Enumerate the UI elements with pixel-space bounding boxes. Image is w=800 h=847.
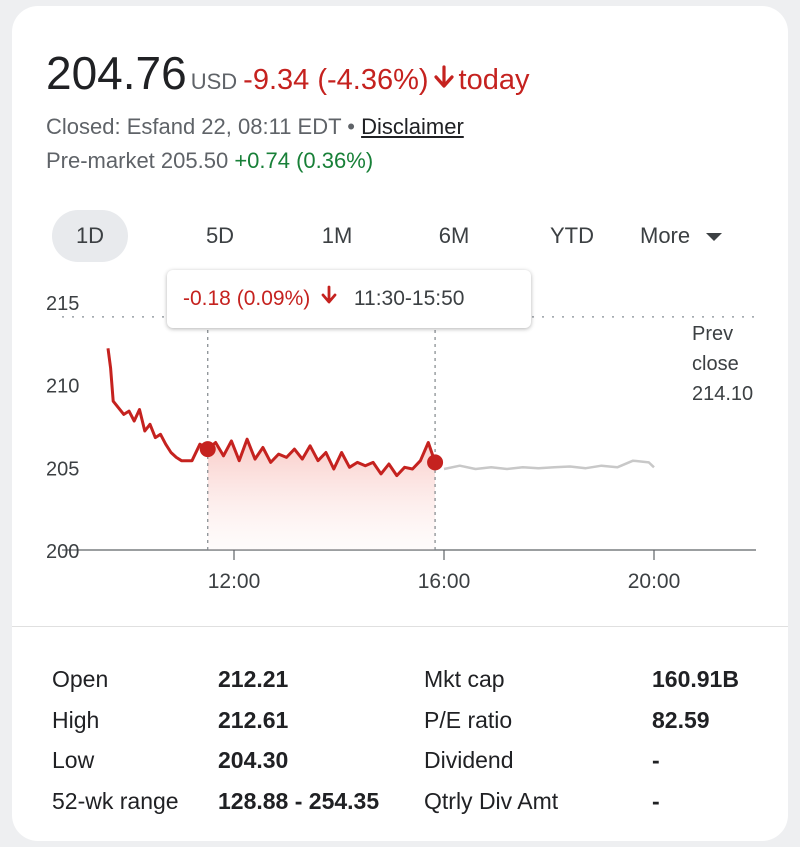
stat-value-52wk-range: 128.88 - 254.35 xyxy=(218,787,380,814)
tooltip-time-range: 11:30-15:50 xyxy=(353,287,465,310)
prev-close-label: close xyxy=(692,353,739,375)
stat-value-pe-ratio: 82.59 xyxy=(652,706,710,733)
stock-card: 204.76 USD -9.34 (-4.36%) today Closed: Esf… xyxy=(12,6,788,841)
stat-label-open: Open xyxy=(52,666,109,692)
range-tooltip: -0.18 (0.09%) 11:30-15:50 xyxy=(167,270,531,328)
stats-table: Open 212.21 Mkt cap 160.91B High 212.61 … xyxy=(52,666,772,828)
arrow-down-icon xyxy=(433,65,455,94)
current-price: 204.76 xyxy=(46,47,187,99)
stats-row: Low 204.30 Dividend - xyxy=(52,747,772,788)
stat-label-qtrly-div: Qtrly Div Amt xyxy=(424,787,559,814)
tab-more-label: More xyxy=(640,223,691,248)
stats-row: High 212.61 P/E ratio 82.59 xyxy=(52,707,772,748)
tab-1m[interactable]: 1M xyxy=(321,223,353,248)
x-tick-label: 16:00 xyxy=(418,570,471,593)
y-tick-label: 200 xyxy=(46,541,79,563)
tab-ytd[interactable]: YTD xyxy=(550,223,594,248)
range-marker-dot xyxy=(199,441,216,458)
y-tick-label: 205 xyxy=(46,458,79,480)
stat-value-high: 212.61 xyxy=(218,706,289,733)
tab-more[interactable]: More xyxy=(640,210,723,262)
stat-label-mkt-cap: Mkt cap xyxy=(424,666,505,692)
price-chart[interactable]: 200 205 210 215 12:00 16:00 20:00 Prev close 214.… xyxy=(12,266,788,616)
tab-6m[interactable]: 6M xyxy=(438,223,470,248)
stat-value-qtrly-div: - xyxy=(652,787,660,814)
tooltip-change: -0.18 (0.09%) xyxy=(183,287,311,310)
tooltip-arrow-down-icon xyxy=(320,270,338,328)
x-tick-label: 20:00 xyxy=(628,570,681,593)
range-tabs: 1D 5D 1M 6M YTD More xyxy=(52,210,752,262)
tab-1d[interactable]: 1D xyxy=(52,210,128,262)
premarket-label: Pre-market 205.50 xyxy=(46,148,229,173)
currency-label: USD xyxy=(190,69,238,94)
divider xyxy=(12,626,788,627)
stat-label-low: Low xyxy=(52,747,95,773)
stat-value-low: 204.30 xyxy=(218,747,289,773)
range-marker-dot xyxy=(427,454,444,471)
regular-session-line xyxy=(106,348,442,478)
price-change: -9.34 (-4.36%) xyxy=(243,64,429,96)
y-tick-label: 215 xyxy=(46,293,79,315)
stat-label-dividend: Dividend xyxy=(424,747,514,773)
price-row: 204.76 USD -9.34 (-4.36%) today xyxy=(46,46,529,100)
stat-value-mkt-cap: 160.91B xyxy=(652,666,739,692)
stats-row: 52-wk range 128.88 - 254.35 Qtrly Div Am… xyxy=(52,788,772,829)
highlight-area xyxy=(207,439,436,550)
market-status: Closed: Esfand 22, 08:11 EDT • Disclaime… xyxy=(46,114,464,140)
y-tick-label: 210 xyxy=(46,376,79,398)
stat-label-52wk-range: 52-wk range xyxy=(52,787,179,814)
disclaimer-link[interactable]: Disclaimer xyxy=(361,114,464,139)
change-period: today xyxy=(458,64,530,96)
prev-close-label: 214.10 xyxy=(692,383,753,405)
stat-label-high: High xyxy=(52,706,100,733)
x-tick-label: 12:00 xyxy=(208,570,261,593)
after-hours-line xyxy=(443,459,655,471)
tab-5d[interactable]: 5D xyxy=(205,223,235,248)
stat-label-pe-ratio: P/E ratio xyxy=(424,706,513,733)
stat-value-dividend: - xyxy=(652,747,660,773)
premarket-line: Pre-market 205.50 +0.74 (0.36%) xyxy=(46,148,373,174)
caret-down-icon xyxy=(705,213,723,265)
stat-value-open: 212.21 xyxy=(218,666,289,692)
premarket-change: +0.74 (0.36%) xyxy=(234,148,374,173)
prev-close-label: Prev xyxy=(692,323,733,345)
status-text: Closed: Esfand 22, 08:11 EDT • xyxy=(46,114,355,139)
stats-row: Open 212.21 Mkt cap 160.91B xyxy=(52,666,772,707)
